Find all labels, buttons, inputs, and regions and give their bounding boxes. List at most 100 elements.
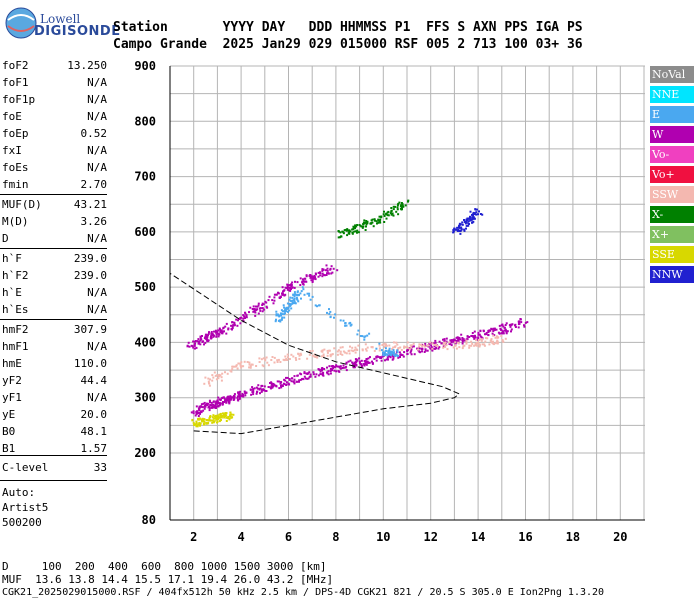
echo-point <box>364 343 367 346</box>
echo-point <box>503 329 506 332</box>
echo-point <box>329 370 332 373</box>
echo-point <box>224 400 227 402</box>
echo-point <box>433 344 436 346</box>
y-tick-label: 500 <box>134 280 156 294</box>
echo-point <box>249 388 252 391</box>
echo-point <box>339 319 342 322</box>
echo-point <box>260 358 263 361</box>
echo-point <box>224 415 227 417</box>
echo-point <box>228 402 231 405</box>
echo-point <box>244 317 246 319</box>
echo-point <box>328 365 331 368</box>
param-value-4: 0.52 <box>80 127 108 140</box>
echo-point <box>267 299 270 302</box>
echo-point <box>284 286 287 289</box>
echo-point <box>348 352 351 355</box>
echo-point <box>248 366 251 369</box>
echo-point <box>192 412 195 415</box>
echo-point <box>314 304 317 307</box>
param-value-22: 1.57 <box>80 442 108 455</box>
echo-point <box>198 407 201 410</box>
echo-point <box>370 222 373 225</box>
echo-point <box>205 338 208 341</box>
echo-point <box>296 281 299 284</box>
echo-point <box>202 409 205 412</box>
param-label-19: yF1 <box>2 391 22 404</box>
echo-point <box>319 271 321 274</box>
echo-point <box>261 364 264 367</box>
echo-point <box>458 336 461 339</box>
echo-point <box>195 425 198 428</box>
echo-point <box>325 274 328 276</box>
echo-point <box>326 269 329 272</box>
echo-point <box>461 337 464 339</box>
echo-point <box>277 358 280 361</box>
echo-point <box>197 412 200 415</box>
echo-point <box>282 293 284 296</box>
echo-point <box>285 357 288 360</box>
echo-point <box>344 322 347 324</box>
echo-point <box>392 346 395 349</box>
echo-point <box>358 357 361 360</box>
echo-point <box>434 347 436 350</box>
echo-point <box>384 347 387 350</box>
echo-point <box>203 420 206 423</box>
echo-point <box>463 229 466 232</box>
echo-point <box>466 219 469 221</box>
param-value-12: 239.0 <box>73 269 107 282</box>
legend-item-0: NoVal <box>650 66 694 83</box>
echo-point <box>502 332 505 335</box>
echo-point <box>497 331 500 334</box>
echo-point <box>354 351 357 354</box>
echo-point <box>398 201 401 204</box>
echo-point <box>259 392 261 395</box>
echo-point <box>315 273 317 276</box>
echo-point <box>392 352 395 355</box>
echo-point <box>452 340 455 343</box>
echo-point <box>281 286 284 289</box>
echo-point <box>216 330 219 333</box>
echo-point <box>292 380 295 383</box>
echo-point <box>291 281 294 284</box>
param-label-12: h`F2 <box>2 269 29 282</box>
echo-point <box>321 275 324 278</box>
echo-point <box>311 354 314 357</box>
muf-row: MUF 13.6 13.8 14.4 15.5 17.1 19.4 26.0 4… <box>2 573 334 586</box>
echo-point <box>275 318 277 321</box>
echo-point <box>225 416 228 419</box>
echo-point <box>208 419 211 422</box>
echo-point <box>339 353 342 355</box>
param-value-18: 44.4 <box>80 374 108 387</box>
echo-point <box>410 349 413 352</box>
echo-point <box>290 300 293 303</box>
echo-point <box>375 220 378 223</box>
echo-point <box>379 218 382 221</box>
echo-point <box>361 335 364 338</box>
echo-point <box>232 365 234 368</box>
echo-point <box>192 340 195 343</box>
echo-point <box>349 345 351 348</box>
echo-point <box>392 214 395 217</box>
echo-point <box>463 344 466 347</box>
echo-point <box>212 335 215 338</box>
echo-point <box>240 366 243 369</box>
echo-point <box>206 422 209 425</box>
echo-point <box>217 402 219 405</box>
echo-point <box>270 387 272 390</box>
echo-point <box>446 348 449 351</box>
echo-point <box>461 342 464 345</box>
echo-point <box>212 403 215 406</box>
echo-point <box>392 349 395 352</box>
param-label-23: C-level <box>2 461 49 474</box>
echo-point <box>408 348 411 351</box>
echo-point <box>321 268 324 271</box>
echo-point <box>285 376 287 379</box>
echo-point <box>243 360 246 363</box>
echo-point <box>354 362 357 365</box>
echo-point <box>233 322 236 325</box>
echo-point <box>290 353 293 356</box>
legend-item-1: NNE <box>650 86 694 103</box>
echo-point <box>278 315 281 318</box>
echo-point <box>502 325 505 328</box>
echo-point <box>293 302 296 305</box>
